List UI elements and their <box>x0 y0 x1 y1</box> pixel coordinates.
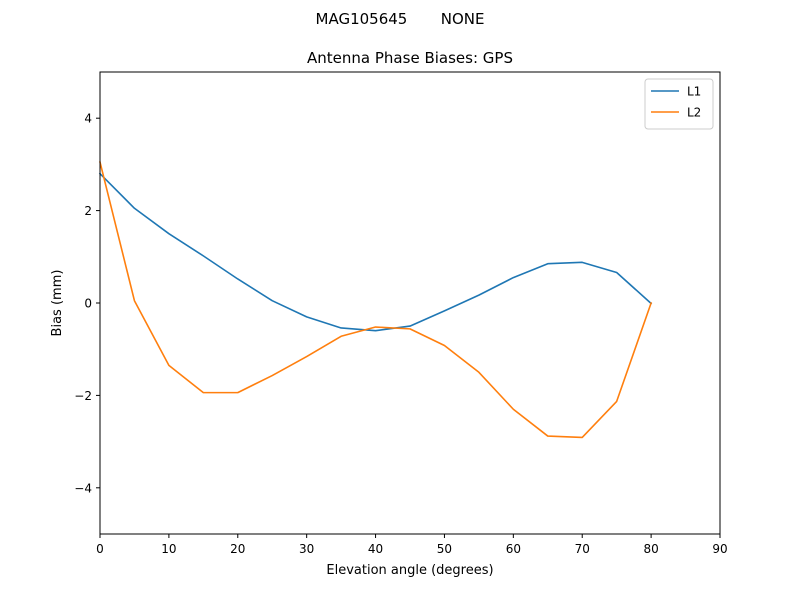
x-tick-label: 60 <box>506 542 521 556</box>
plot-frame <box>99 71 721 535</box>
x-tick-label: 10 <box>161 542 176 556</box>
chart-title: Antenna Phase Biases: GPS <box>307 49 513 67</box>
x-tick-label: 20 <box>230 542 245 556</box>
x-tick-label: 70 <box>575 542 590 556</box>
series-line-l2 <box>99 161 653 439</box>
y-tick-label: 2 <box>84 204 92 218</box>
y-tick-label: −2 <box>74 389 92 403</box>
legend-box <box>644 78 714 130</box>
x-tick-label: 50 <box>437 542 452 556</box>
series-line-l1 <box>98 172 653 332</box>
x-tick-label: 0 <box>96 542 104 556</box>
legend-label-l2: L2 <box>687 106 701 120</box>
legend-label-l1: L1 <box>687 85 701 99</box>
x-tick-label: 80 <box>643 542 658 556</box>
x-tick-label: 40 <box>368 542 383 556</box>
y-tick-label: 0 <box>84 297 92 311</box>
legend: L1 L2 <box>644 78 714 130</box>
x-axis-label: Elevation angle (degrees) <box>326 563 493 578</box>
x-tick-label: 90 <box>712 542 727 556</box>
figure-suptitle: MAG105645 NONE <box>315 10 485 28</box>
y-tick-label: 4 <box>84 112 92 126</box>
x-tick-label: 30 <box>299 542 314 556</box>
axes-layer: 0 10 20 30 40 50 60 70 80 90 −4 −2 0 2 4 <box>74 112 727 556</box>
y-axis-label: Bias (mm) <box>50 270 65 337</box>
y-tick-label: −4 <box>74 481 92 495</box>
series-layer <box>98 161 653 439</box>
